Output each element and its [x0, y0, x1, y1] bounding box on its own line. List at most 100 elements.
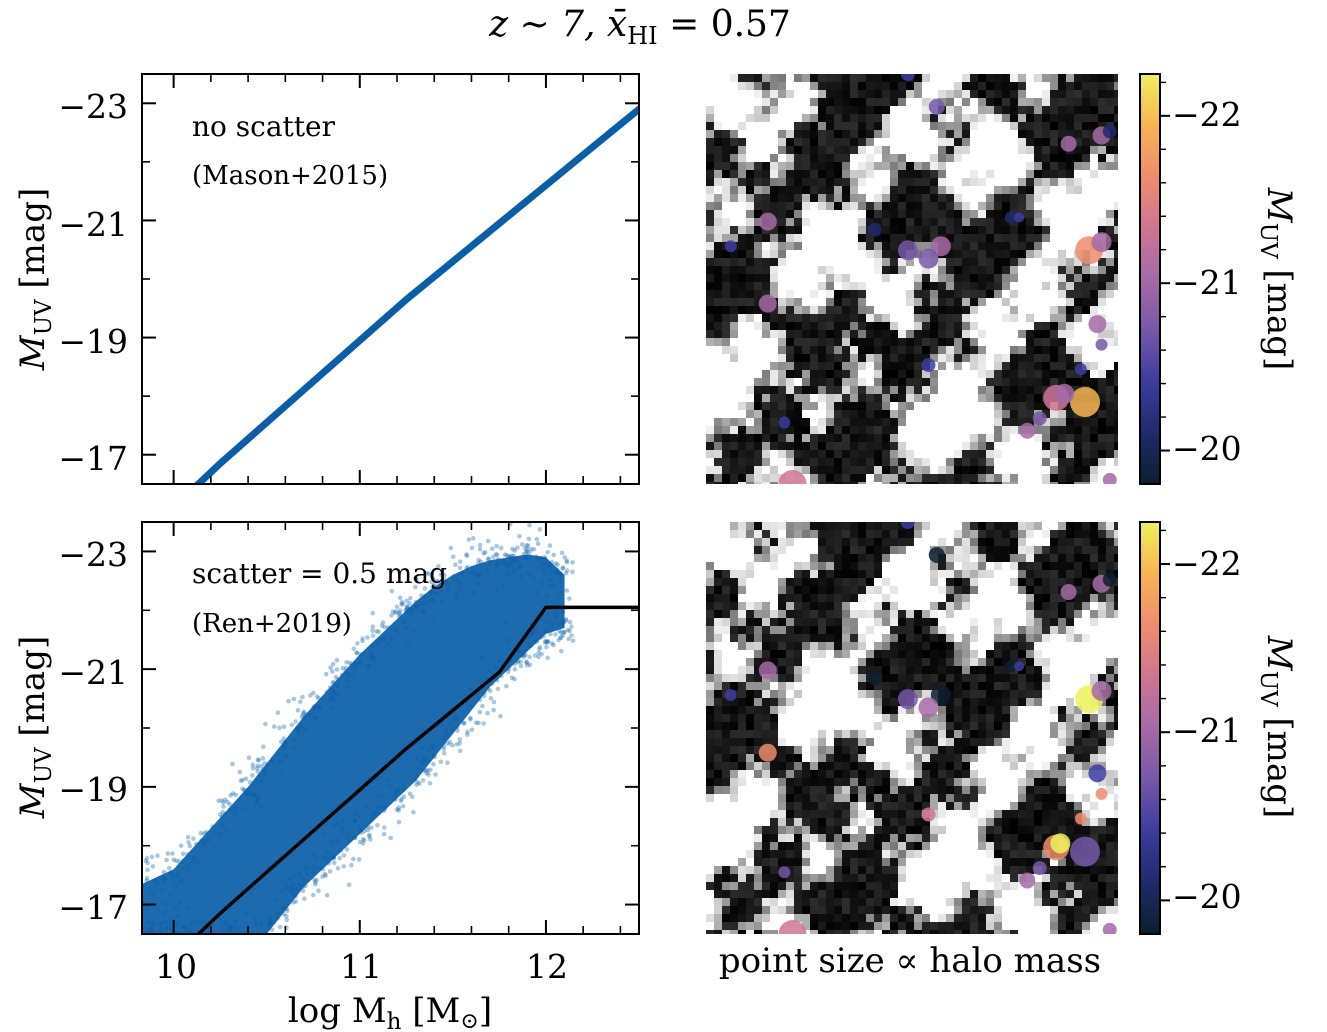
- map-cell: [730, 682, 738, 690]
- scatter-point: [362, 828, 368, 834]
- map-cell: [1058, 554, 1066, 562]
- map-cell: [706, 770, 714, 778]
- map-cell: [1114, 210, 1118, 218]
- map-cell: [754, 418, 762, 426]
- map-cell: [738, 754, 746, 762]
- map-cell: [714, 874, 722, 882]
- map-cell: [850, 330, 858, 338]
- map-cell: [930, 562, 938, 570]
- map-cell: [762, 90, 770, 98]
- map-cell: [802, 858, 810, 866]
- scatter-point: [477, 709, 483, 715]
- map-cell: [842, 482, 850, 484]
- map-cell: [874, 314, 882, 322]
- map-cell: [714, 922, 722, 930]
- map-cell: [970, 698, 978, 706]
- scatter-point: [330, 680, 336, 685]
- map-cell: [746, 626, 754, 634]
- scatter-point: [431, 753, 437, 758]
- map-cell: [914, 626, 922, 634]
- map-cell: [770, 538, 778, 546]
- map-cell: [786, 138, 794, 146]
- map-cell: [1114, 570, 1118, 578]
- map-cell: [1042, 682, 1050, 690]
- map-cell: [834, 138, 842, 146]
- map-cell: [722, 770, 730, 778]
- map-cell: [818, 194, 826, 202]
- map-cell: [874, 458, 882, 466]
- map-cell: [1066, 610, 1074, 618]
- map-cell: [706, 186, 714, 194]
- scatter-point: [277, 725, 282, 731]
- map-cell: [866, 850, 874, 858]
- map-cell: [994, 250, 1002, 258]
- map-cell: [922, 626, 930, 634]
- map-cell: [1042, 554, 1050, 562]
- map-cell: [1002, 714, 1010, 722]
- map-cell: [826, 370, 834, 378]
- scatter-point: [376, 641, 381, 647]
- map-cell: [1018, 810, 1026, 818]
- map-cell: [706, 754, 714, 762]
- scatter-point: [194, 935, 199, 940]
- map-cell: [826, 98, 834, 106]
- map-cell: [882, 882, 890, 890]
- map-cell: [842, 786, 850, 794]
- map-cell: [1090, 618, 1098, 626]
- map-cell: [802, 786, 810, 794]
- map-cell: [810, 810, 818, 818]
- map-cell: [962, 602, 970, 610]
- scatter-point: [441, 751, 447, 756]
- map-cell: [890, 250, 898, 258]
- map-cell: [1050, 74, 1058, 82]
- map-cell: [962, 634, 970, 642]
- scatter-point: [278, 773, 284, 778]
- map-cell: [1018, 698, 1026, 706]
- map-cell: [1106, 610, 1114, 618]
- map-cell: [858, 362, 866, 370]
- map-cell: [1018, 778, 1026, 786]
- scatter-point: [464, 553, 470, 558]
- scatter-point: [170, 851, 175, 856]
- scatter-point: [180, 939, 185, 944]
- map-cell: [1010, 274, 1018, 282]
- map-cell: [1002, 746, 1010, 754]
- map-cell: [714, 330, 722, 338]
- map-cell: [858, 594, 866, 602]
- map-cell: [914, 674, 922, 682]
- map-cell: [858, 778, 866, 786]
- map-cell: [802, 618, 810, 626]
- map-cell: [1106, 522, 1114, 530]
- map-cell: [906, 706, 914, 714]
- map-cell: [986, 458, 994, 466]
- ytick-label: −17: [58, 888, 128, 927]
- map-cell: [834, 834, 842, 842]
- map-cell: [994, 890, 1002, 898]
- map-cell: [778, 642, 786, 650]
- map-cell: [1034, 634, 1042, 642]
- scatter-point: [504, 552, 510, 558]
- scatter-point: [327, 869, 333, 874]
- map-cell: [842, 634, 850, 642]
- map-cell: [858, 218, 866, 226]
- map-cell: [922, 322, 930, 330]
- map-cell: [890, 346, 898, 354]
- map-cell: [970, 810, 978, 818]
- map-cell: [714, 210, 722, 218]
- map-cell: [930, 122, 938, 130]
- scatter-point: [415, 779, 421, 785]
- map-cell: [922, 834, 930, 842]
- map-cell: [866, 578, 874, 586]
- map-cell: [882, 890, 890, 898]
- map-cell: [1042, 154, 1050, 162]
- map-cell: [850, 282, 858, 290]
- map-cell: [978, 842, 986, 850]
- map-cell: [1026, 522, 1034, 530]
- map-cell: [906, 818, 914, 826]
- map-cell: [1114, 834, 1118, 842]
- map-cell: [706, 562, 714, 570]
- scatter-point: [212, 830, 218, 835]
- map-cell: [706, 138, 714, 146]
- map-cell: [810, 786, 818, 794]
- scatter-point: [465, 729, 470, 735]
